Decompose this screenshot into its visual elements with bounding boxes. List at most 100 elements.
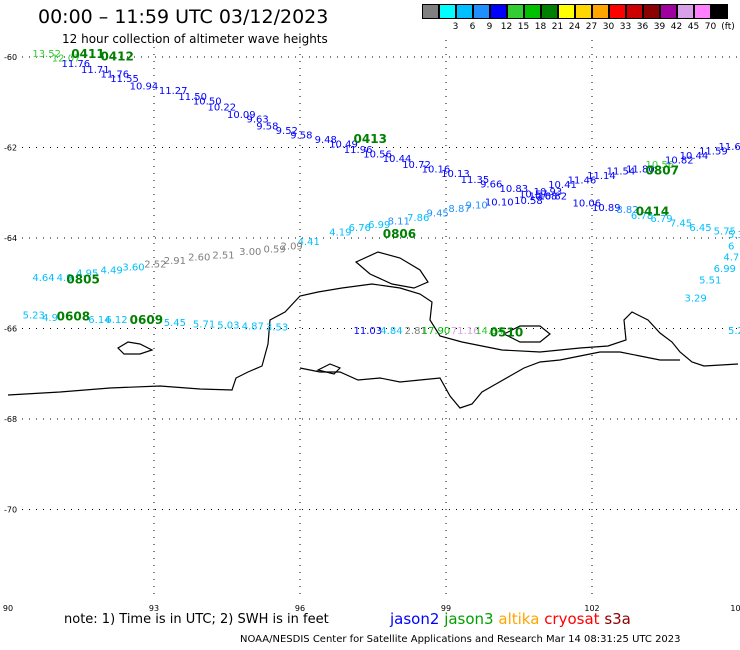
wave-height-label: 4.95 (76, 268, 98, 279)
wave-height-label: 11.03 (354, 326, 383, 337)
lat-label: -70 (4, 506, 17, 515)
scale-label: 9 (486, 22, 493, 32)
wave-height-label: 5.51 (699, 275, 721, 286)
time-label: 0413 (354, 132, 387, 146)
wave-height-label: 6.99 (368, 220, 390, 231)
wave-height-label: 10.10 (485, 197, 514, 208)
time-label: 0414 (636, 204, 669, 218)
scale-swatch (626, 4, 643, 19)
lat-label: -62 (4, 144, 17, 153)
scale-swatch (592, 4, 609, 19)
map-title: 00:00 – 11:59 UTC 03/12/2023 (38, 6, 329, 28)
wave-height-label: 10.89 (592, 203, 621, 214)
wave-height-label: 10.56 (363, 149, 392, 160)
lat-label: -64 (4, 234, 17, 243)
scale-label: 42 (670, 22, 683, 32)
wave-height-label: 10.16 (422, 164, 451, 175)
wave-height-label: 4.87 (242, 321, 264, 332)
island-north (354, 251, 429, 289)
scale-swatch (575, 4, 592, 19)
time-label: 0807 (646, 164, 679, 178)
wave-height-label: 0.59 (264, 244, 286, 255)
scale-swatch (558, 4, 575, 19)
scale-label: 39 (653, 22, 666, 32)
wave-height-label: 3.53 (266, 322, 288, 333)
axis-labels: 90 93 96 99 102 105 -60 -62 -64 -66 -68 -70 (3, 53, 740, 612)
grid-lines (22, 40, 740, 600)
wave-height-label: 6.45 (689, 223, 711, 234)
scale-unit: (ft) (721, 22, 735, 32)
wave-height-label: 2.52 (144, 259, 166, 270)
coastline (7, 251, 739, 409)
wave-height-label: 5.2 (728, 326, 740, 337)
wave-height-label: 17.90 (422, 326, 451, 337)
time-label: 0805 (66, 272, 99, 286)
lat-label: -68 (4, 415, 17, 424)
wave-height-label: 2.91 (164, 256, 186, 267)
sat-jason3: jason3 (444, 610, 494, 628)
wave-height-label: 10.13 (441, 169, 470, 180)
scale-label: 27 (585, 22, 598, 32)
footer-credit: NOAA/NESDIS Center for Satellite Applica… (240, 634, 681, 645)
scale-label: 30 (602, 22, 615, 32)
wave-height-label: 9.48 (315, 135, 337, 146)
wave-height-label: 10.57 (519, 189, 548, 200)
wave-height-label: 4.9 (42, 313, 58, 324)
wave-height-label: 5.37 (728, 230, 740, 241)
wave-height-label: 10.50 (193, 97, 222, 108)
wave-height-label: 12.07 (52, 54, 81, 65)
wave-height-label: 10.93 (534, 187, 563, 198)
scale-swatch (439, 4, 456, 19)
wave-height-label: 10.09 (227, 110, 256, 121)
wave-height-label: 5.75 (714, 226, 736, 237)
wave-height-label: 10.22 (208, 102, 237, 113)
wave-height-label: 10.83 (500, 184, 529, 195)
altimeter-map: 90 93 96 99 102 105 -60 -62 -64 -66 -68 -70 13.5212… (3, 40, 740, 612)
sat-cryosat: cryosat (544, 610, 600, 628)
scale-swatch (524, 4, 541, 19)
wave-height-label: 9.66 (480, 179, 502, 190)
scale-label: 3 (452, 22, 459, 32)
scale-label: 18 (534, 22, 547, 32)
wave-height-label: 6 (728, 241, 734, 252)
time-label: 0412 (100, 50, 133, 64)
scale-label: 6 (469, 22, 476, 32)
scale-label: 45 (687, 22, 700, 32)
wave-height-label: 11.80 (626, 164, 655, 175)
wave-height-label: 10.68 (529, 192, 558, 203)
island-west (117, 341, 154, 355)
wave-height-label: 71.16 (451, 326, 480, 337)
scale-swatch (456, 4, 473, 19)
wave-height-label: 4.49 (100, 265, 122, 276)
wave-height-label: 10.44 (680, 151, 709, 162)
lon-label: 105 (730, 604, 740, 612)
wave-height-label: 11.76 (100, 69, 129, 80)
wave-height-label: 11.27 (159, 86, 188, 97)
scale-label: 12 (500, 22, 513, 32)
wave-height-label: 10.72 (402, 160, 431, 171)
map-subtitle: 12 hour collection of altimeter wave hei… (62, 32, 328, 46)
time-label: 0411 (71, 47, 104, 61)
wave-height-label: 10.49 (329, 140, 358, 151)
wave-height-label: 5.23 (23, 311, 45, 322)
scale-label: 24 (568, 22, 581, 32)
time-label: 0806 (383, 227, 416, 241)
lon-label: 99 (441, 604, 451, 612)
wave-height-label: 10.58 (514, 196, 543, 207)
wave-height-label: 11.59 (699, 146, 728, 157)
wave-height-label: 2.81 (405, 326, 427, 337)
wave-height-label: 9.58 (256, 121, 278, 132)
wave-height-label: 8.82 (616, 205, 638, 216)
coastline-main (7, 283, 739, 396)
island-south (316, 363, 342, 375)
sat-altika: altika (498, 610, 540, 628)
wave-height-label: 9.52 (276, 126, 298, 137)
wave-height-label: 6.78 (631, 211, 653, 222)
scale-label: 33 (619, 22, 632, 32)
wave-height-label: 9.63 (246, 115, 268, 126)
wave-height-label: 4.64 (32, 273, 54, 284)
wave-height-label: 14.34 (475, 326, 504, 337)
wave-height-label: 9.10 (465, 201, 487, 212)
wave-height-label: 11.63 (719, 142, 740, 153)
